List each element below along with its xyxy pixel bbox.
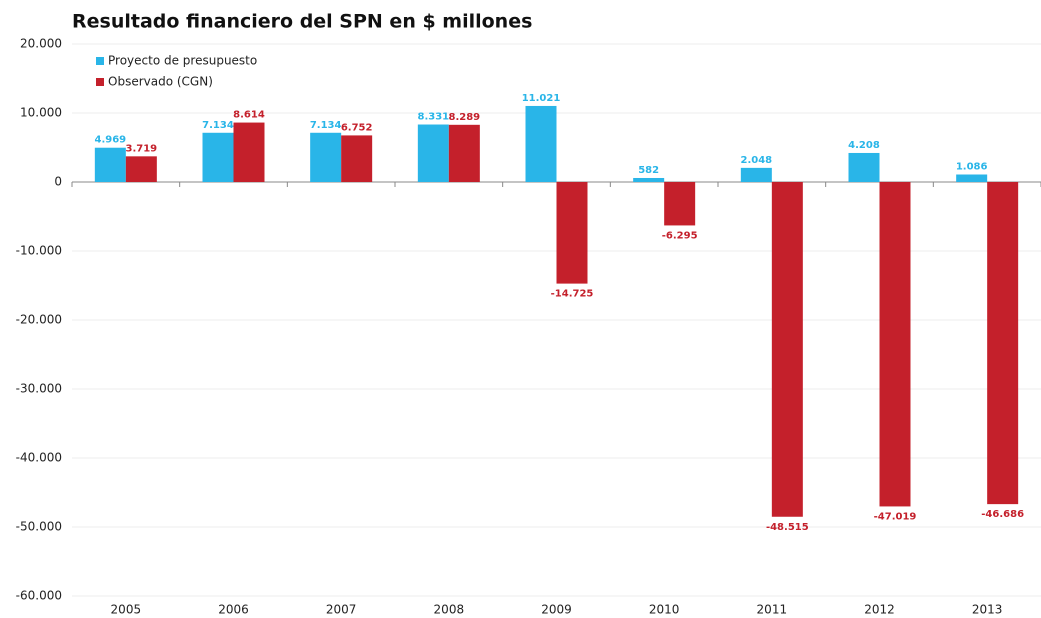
bar (448, 124, 480, 182)
legend-label: Observado (CGN) (108, 75, 213, 89)
x-tick-label: 2011 (757, 603, 788, 617)
y-tick-label: 10.000 (20, 106, 62, 120)
bar (341, 135, 373, 182)
bar (987, 182, 1019, 505)
y-tick-label: -10.000 (16, 244, 62, 258)
bar (233, 122, 265, 182)
y-tick-label: -50.000 (16, 520, 62, 534)
bar (125, 156, 157, 182)
bar (664, 182, 696, 226)
y-tick-label: -40.000 (16, 451, 62, 465)
value-label: -48.515 (766, 522, 809, 533)
bar (956, 174, 988, 182)
y-tick-label: -20.000 (16, 313, 62, 327)
x-tick-label: 2008 (434, 603, 465, 617)
bar (417, 124, 449, 182)
value-label: 4.969 (95, 135, 127, 146)
value-label: -47.019 (874, 511, 917, 522)
bar (94, 147, 126, 182)
bar (633, 177, 665, 182)
bar (771, 182, 803, 517)
x-tick-label: 2005 (111, 603, 142, 617)
legend-label: Proyecto de presupuesto (108, 54, 257, 68)
value-label: 6.752 (341, 122, 373, 133)
bar (740, 167, 772, 182)
legend-swatch (96, 78, 104, 86)
y-tick-label: -30.000 (16, 382, 62, 396)
bar (879, 182, 911, 507)
value-label: 8.289 (449, 112, 481, 123)
value-label: 11.021 (522, 93, 561, 104)
chart-title: Resultado financiero del SPN en $ millon… (72, 11, 532, 33)
value-label: 3.719 (126, 143, 158, 154)
value-label: 7.134 (310, 120, 342, 131)
value-label: 8.614 (233, 110, 265, 121)
x-tick-label: 2007 (326, 603, 357, 617)
y-tick-label: 20.000 (20, 37, 62, 51)
value-label: 8.331 (418, 112, 450, 123)
x-tick-label: 2009 (541, 603, 572, 617)
value-label: 1.086 (956, 162, 988, 173)
bar (202, 132, 234, 182)
bar (310, 132, 342, 182)
value-label: -46.686 (981, 509, 1024, 520)
value-label: 582 (638, 165, 659, 176)
value-label: 2.048 (741, 155, 773, 166)
x-tick-label: 2010 (649, 603, 680, 617)
x-tick-label: 2012 (864, 603, 895, 617)
bar (848, 152, 880, 182)
y-tick-label: -60.000 (16, 589, 62, 603)
y-tick-label: 0 (54, 175, 62, 189)
value-label: 4.208 (848, 140, 880, 151)
x-tick-label: 2006 (218, 603, 249, 617)
x-tick-label: 2013 (972, 603, 1003, 617)
value-label: -6.295 (662, 230, 698, 241)
legend-swatch (96, 57, 104, 65)
value-label: -14.725 (551, 289, 594, 300)
bar (525, 105, 557, 182)
bar (556, 182, 588, 284)
value-label: 7.134 (202, 120, 234, 131)
